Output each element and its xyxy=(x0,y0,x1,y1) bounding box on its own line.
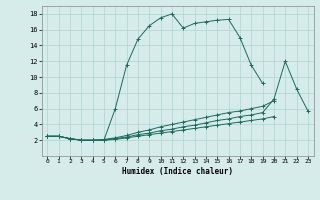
X-axis label: Humidex (Indice chaleur): Humidex (Indice chaleur) xyxy=(122,167,233,176)
